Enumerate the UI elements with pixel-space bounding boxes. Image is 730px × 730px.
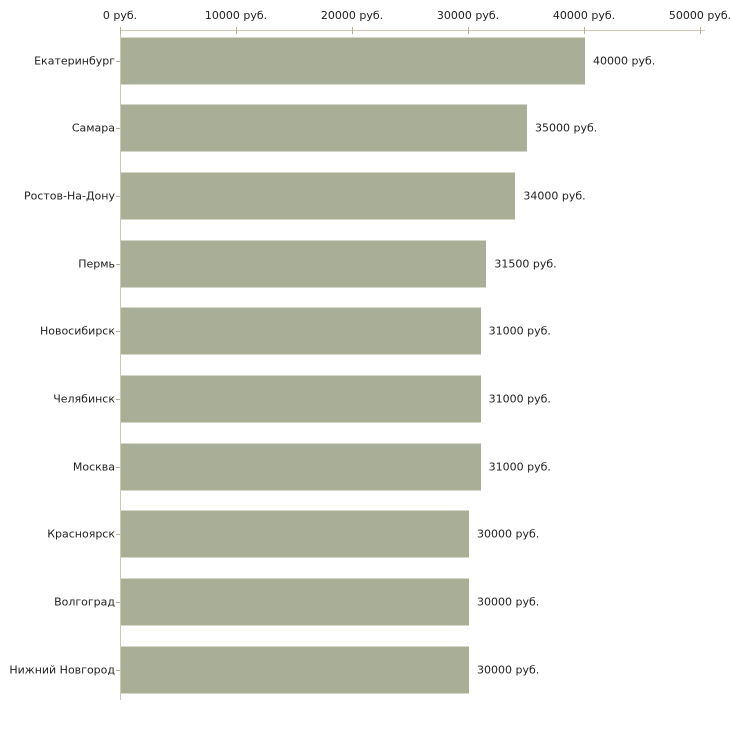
y-axis-tick xyxy=(116,534,120,536)
bar xyxy=(121,104,527,152)
x-axis-tick xyxy=(468,27,469,34)
y-axis-tick xyxy=(116,331,120,333)
bar xyxy=(121,375,481,423)
x-axis-tick xyxy=(584,27,585,34)
category-label: Челябинск xyxy=(53,392,115,406)
category-label: Москва xyxy=(72,460,115,474)
category-label: Ростов-На-Дону xyxy=(23,189,115,203)
y-axis-tick xyxy=(116,669,120,671)
y-axis-tick xyxy=(116,263,120,265)
x-axis-tick-label: 30000 руб. xyxy=(436,9,500,22)
bar xyxy=(121,646,469,694)
bar xyxy=(121,37,585,84)
y-axis-tick xyxy=(116,466,120,468)
x-axis-tick xyxy=(700,27,701,34)
x-axis-tick-label: 10000 руб. xyxy=(204,9,268,22)
x-axis-tick-label: 40000 руб. xyxy=(552,9,616,22)
y-axis-tick xyxy=(116,60,120,62)
x-axis-tick xyxy=(236,27,237,34)
x-axis-tick xyxy=(120,27,121,34)
value-label: 34000 руб. xyxy=(523,189,586,203)
category-label: Нижний Новгород xyxy=(9,663,115,677)
bar xyxy=(121,510,469,558)
category-label: Волгоград xyxy=(54,595,115,609)
value-label: 30000 руб. xyxy=(477,663,540,677)
value-label: 40000 руб. xyxy=(593,54,656,67)
x-axis-tick-label: 20000 руб. xyxy=(320,9,384,22)
category-label: Красноярск xyxy=(47,527,115,541)
category-label: Самара xyxy=(71,121,115,135)
value-label: 31500 руб. xyxy=(494,257,557,270)
y-axis-tick xyxy=(116,601,120,603)
value-label: 30000 руб. xyxy=(477,527,540,541)
y-axis-line xyxy=(120,30,121,700)
bar xyxy=(121,307,481,355)
value-label: 35000 руб. xyxy=(535,121,598,135)
category-label: Пермь xyxy=(78,257,115,270)
category-label: Новосибирск xyxy=(39,324,115,338)
value-label: 30000 руб. xyxy=(477,595,540,609)
bar xyxy=(121,443,481,491)
value-label: 31000 руб. xyxy=(488,324,551,338)
bar xyxy=(121,578,469,626)
bar xyxy=(121,240,487,287)
y-axis-tick xyxy=(116,128,120,130)
y-axis-tick xyxy=(116,195,120,197)
x-axis-line xyxy=(120,30,705,31)
bar xyxy=(121,172,516,220)
value-label: 31000 руб. xyxy=(488,392,551,406)
category-label: Екатеринбург xyxy=(34,54,115,67)
x-axis-tick-label: 50000 руб. xyxy=(668,9,730,22)
value-label: 31000 руб. xyxy=(488,460,551,474)
x-axis-tick xyxy=(352,27,353,34)
x-axis-tick-label: 0 руб. xyxy=(102,9,138,22)
y-axis-tick xyxy=(116,398,120,400)
